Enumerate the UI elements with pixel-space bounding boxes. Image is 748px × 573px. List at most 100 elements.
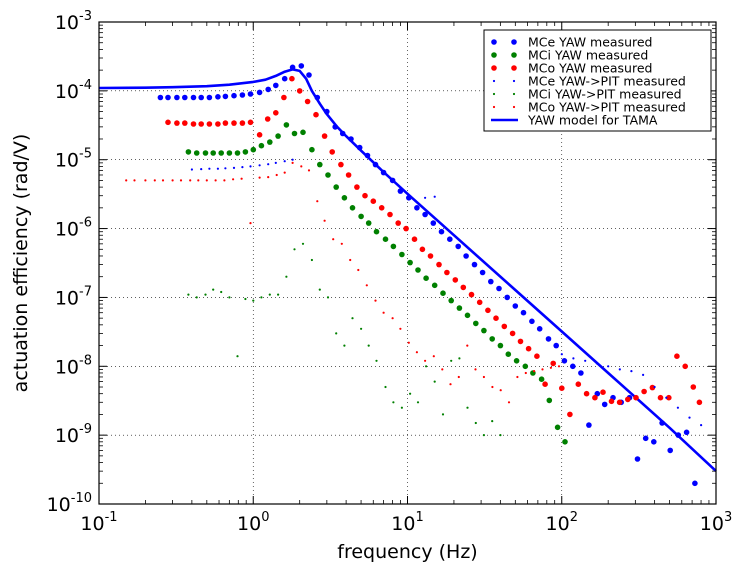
mco-yaw-measured-point (370, 198, 377, 204)
mco-yaw-pit-measured-point (291, 161, 294, 164)
mco-yaw-measured-point (501, 323, 508, 330)
mci-yaw-pit-measured-point (466, 406, 469, 409)
mci-yaw-measured-point (415, 267, 421, 273)
mco-yaw-measured-point (190, 121, 197, 127)
mco-yaw-measured-point (534, 353, 540, 360)
y-tick-labels: 10-10 10-9 10-8 10-7 10-6 10-5 10-4 10-3 (47, 9, 92, 516)
mce-yaw-measured-point (651, 439, 657, 445)
mco-yaw-pit-measured-point (307, 169, 311, 172)
mce-yaw-measured-point (675, 432, 682, 438)
mco-yaw-pit-measured-point (125, 179, 128, 182)
mci-yaw-measured-point (505, 351, 512, 358)
mco-yaw-pit-measured-point (374, 299, 377, 302)
mci-yaw-pit-measured-point (228, 296, 231, 299)
legend-label: MCi YAW measured (528, 48, 648, 63)
mce-yaw-measured-point (348, 136, 354, 142)
mco-yaw-pit-measured-point (340, 242, 343, 245)
mco-yaw-measured-point (395, 220, 402, 226)
mci-yaw-pit-measured-point (499, 434, 502, 437)
mci-yaw-pit-measured-point (252, 299, 255, 302)
mce-yaw-pit-measured-point (584, 359, 587, 362)
mce-yaw-measured-point (298, 63, 305, 69)
mco-yaw-pit-measured-point (323, 219, 326, 222)
mco-yaw-pit-measured-point (205, 179, 208, 182)
mco-yaw-pit-measured-point (415, 351, 418, 354)
mco-yaw-measured-point (427, 253, 434, 259)
mco-yaw-pit-measured-point (382, 311, 385, 314)
mco-yaw-pit-measured-point (491, 385, 494, 389)
mco-yaw-pit-measured-point (482, 375, 485, 379)
mce-yaw-measured-point (380, 169, 387, 176)
mci-yaw-measured-point (349, 205, 356, 211)
legend-marker-swatch (512, 92, 516, 96)
mce-yaw-measured-point (339, 130, 346, 137)
mco-yaw-measured-point (649, 384, 656, 391)
mce-yaw-measured-point (447, 236, 453, 242)
mco-yaw-pit-measured-point (283, 171, 286, 174)
mci-yaw-measured-point (407, 259, 413, 266)
mce-yaw-pit-measured-point (688, 416, 691, 419)
mci-yaw-measured-point (317, 161, 323, 168)
mce-yaw-measured-point (198, 94, 204, 101)
mce-yaw-measured-point (215, 94, 221, 100)
mci-yaw-measured-point (250, 146, 257, 153)
mce-yaw-measured-point (157, 94, 164, 101)
mci-yaw-measured-point (373, 228, 380, 235)
mce-yaw-measured-point (578, 370, 584, 376)
data-points-layer (125, 63, 703, 487)
mci-yaw-measured-point (291, 130, 298, 137)
mco-yaw-measured-point (362, 192, 368, 199)
mci-yaw-measured-point (275, 133, 281, 139)
mco-yaw-pit-measured-point (541, 368, 544, 371)
mco-yaw-pit-measured-point (179, 179, 183, 182)
mce-yaw-pit-measured-point (283, 160, 286, 163)
y-tick-label: 10-10 (47, 491, 92, 516)
mci-yaw-measured-point (497, 342, 504, 349)
mco-yaw-measured-point (674, 353, 680, 360)
mco-yaw-pit-measured-point (275, 173, 278, 177)
mco-yaw-measured-point (206, 121, 213, 127)
mci-yaw-pit-measured-point (360, 327, 363, 330)
mci-yaw-pit-measured-point (220, 290, 223, 294)
mce-yaw-pit-measured-point (607, 365, 610, 368)
mce-yaw-measured-point (231, 92, 237, 99)
x-tick-label: 103 (700, 510, 732, 535)
mci-yaw-measured-point (226, 150, 233, 156)
mci-yaw-pit-measured-point (400, 406, 403, 409)
mce-yaw-pit-measured-point (665, 396, 668, 399)
mco-yaw-measured-point (657, 394, 664, 401)
mce-yaw-measured-point (488, 278, 494, 285)
mco-yaw-pit-measured-point (189, 179, 192, 182)
mco-yaw-pit-measured-point (197, 179, 200, 182)
mco-yaw-measured-point (215, 121, 221, 127)
mco-yaw-pit-measured-point (524, 371, 527, 375)
mci-yaw-pit-measured-point (310, 258, 313, 262)
mci-yaw-measured-point (333, 184, 340, 190)
legend-marker-swatch (491, 65, 497, 71)
legend-marker-swatch (492, 92, 496, 96)
mci-yaw-pit-measured-point (458, 357, 461, 360)
mce-yaw-measured-point (430, 220, 437, 226)
mce-yaw-measured-point (504, 294, 511, 301)
mco-yaw-measured-point (345, 172, 352, 178)
mce-yaw-measured-point (174, 94, 180, 101)
mci-yaw-pit-measured-point (343, 344, 346, 347)
mce-yaw-measured-point (414, 205, 420, 211)
mco-yaw-measured-point (696, 399, 703, 406)
mce-yaw-pit-measured-point (216, 167, 219, 170)
mce-yaw-pit-measured-point (267, 163, 270, 166)
legend-marker-swatch (492, 105, 496, 109)
mce-yaw-pit-measured-point (200, 168, 203, 171)
y-tick-label: 10-7 (55, 284, 92, 309)
mco-yaw-measured-point (387, 211, 393, 218)
plot-frame (98, 21, 717, 505)
legend-label: YAW model for TAMA (527, 113, 658, 128)
mco-yaw-measured-point (542, 381, 548, 388)
mce-yaw-measured-point (165, 94, 171, 101)
mci-yaw-pit-measured-point (450, 359, 453, 362)
legend-item-mco-yaw-measured: MCo YAW measured (491, 61, 652, 76)
mce-yaw-pit-measured-point (241, 166, 244, 169)
mco-yaw-pit-measured-point (161, 179, 165, 182)
mco-yaw-pit-measured-point (533, 370, 536, 373)
mce-yaw-measured-point (586, 422, 592, 428)
